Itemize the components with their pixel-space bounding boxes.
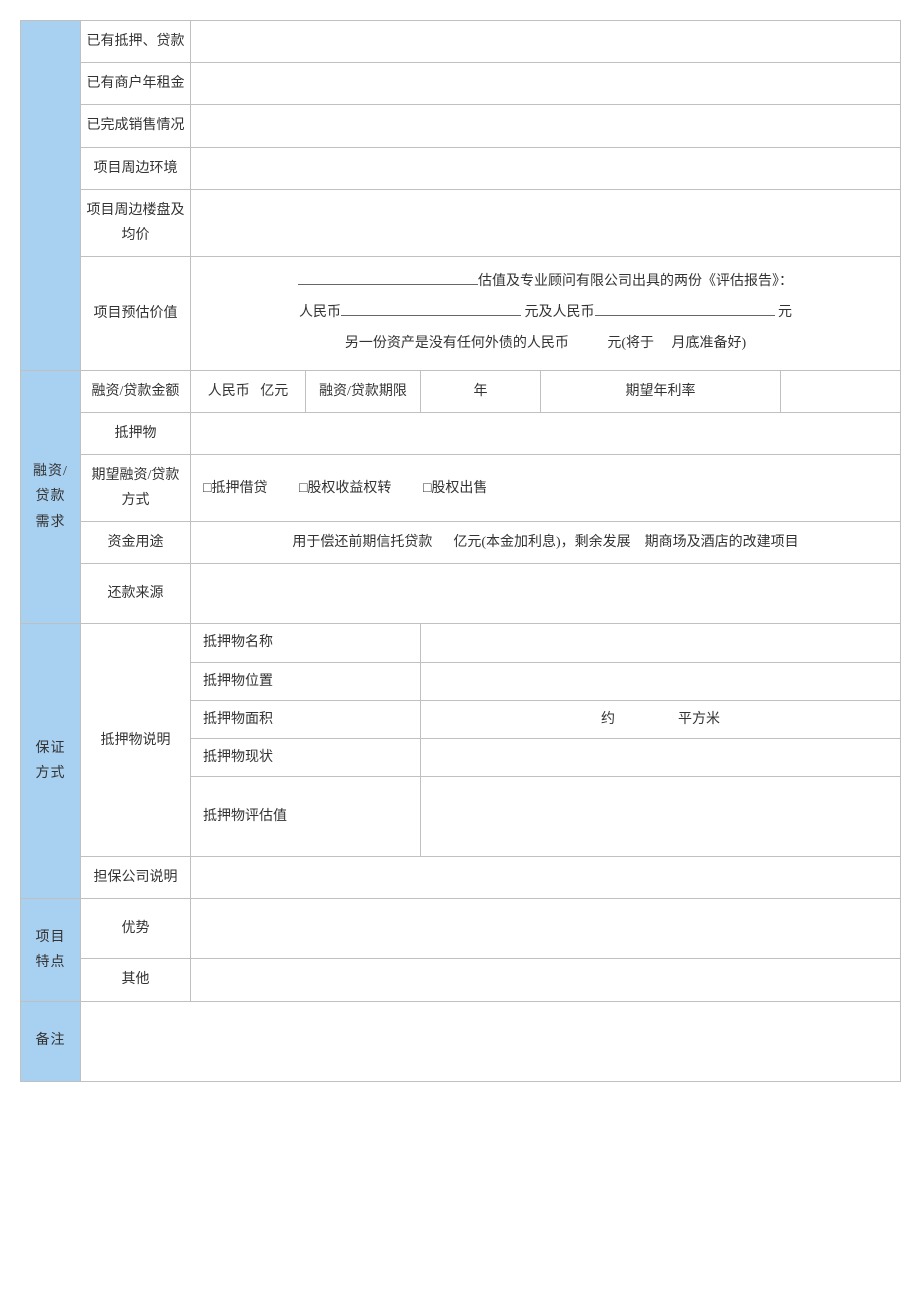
row-collateral-desc: 抵押物说明	[81, 624, 191, 857]
cell-fin-rate-label: 期望年利率	[541, 370, 781, 412]
remarks-header: 备注	[21, 1001, 81, 1081]
method-opt1[interactable]: □抵押借贷	[203, 479, 267, 495]
method-opt2[interactable]: □股权收益权转	[299, 479, 391, 495]
fin-rmb: 人民币	[208, 384, 250, 399]
row-guarantor: 担保公司说明	[81, 857, 191, 899]
section1-header	[21, 21, 81, 371]
row-advantage: 优势	[81, 899, 191, 959]
row-fin-method: 期望融资/贷款方式	[81, 454, 191, 521]
cell-coll-value-val	[421, 777, 901, 857]
cell-fin-amount-rmb: 人民币 亿元	[191, 370, 306, 412]
est-val-l3b: 元(将于	[607, 336, 654, 351]
cell-remarks	[81, 1001, 901, 1081]
cell-coll-area-val: 约 平方米	[421, 700, 901, 738]
est-val-yuan: 元	[778, 305, 792, 320]
form-table: 已有抵押、贷款 已有商户年租金 已完成销售情况 项目周边环境 项目周边楼盘及均价…	[20, 20, 901, 1082]
cell-coll-name-label: 抵押物名称	[191, 624, 421, 662]
coll-area-about: 约	[601, 712, 615, 727]
cell-coll-loc-val	[421, 662, 901, 700]
cell-coll-loc-label: 抵押物位置	[191, 662, 421, 700]
features-header: 项目特点	[21, 899, 81, 1001]
row-fin-amount: 融资/贷款金额	[81, 370, 191, 412]
row-fin-collateral: 抵押物	[81, 412, 191, 454]
method-opt3[interactable]: □股权出售	[423, 479, 487, 495]
est-val-l3a: 另一份资产是没有任何外债的人民币	[345, 336, 569, 351]
guarantee-header: 保证方式	[21, 624, 81, 899]
cell-fin-rate-val	[781, 370, 901, 412]
fin-unit: 亿元	[260, 384, 288, 399]
cell-coll-value-label: 抵押物评估值	[191, 777, 421, 857]
est-val-rmb1: 人民币	[299, 305, 341, 320]
usage-a: 用于偿还前期信托贷款	[292, 535, 432, 550]
cell-est-value: 估值及专业顾问有限公司出具的两份《评估报告》： 人民币 元及人民币 元 另一份资…	[191, 257, 901, 370]
usage-b: 亿元(本金加利息)，剩余发展	[453, 535, 630, 550]
cell-fin-period-val: 年	[421, 370, 541, 412]
cell-coll-status-label: 抵押物现状	[191, 739, 421, 777]
cell-coll-name-val	[421, 624, 901, 662]
financing-header: 融资/贷款需求	[21, 370, 81, 624]
row-other: 其他	[81, 959, 191, 1001]
cell-coll-status-val	[421, 739, 901, 777]
cell-nearby-buildings	[191, 189, 901, 256]
coll-area-unit: 平方米	[678, 712, 720, 727]
cell-advantage	[191, 899, 901, 959]
est-val-and: 元及人民币	[525, 305, 595, 320]
cell-coll-area-label: 抵押物面积	[191, 700, 421, 738]
cell-fin-method: □抵押借贷 □股权收益权转 □股权出售	[191, 454, 901, 521]
cell-fin-collateral	[191, 412, 901, 454]
cell-surroundings	[191, 147, 901, 189]
row-fin-repay: 还款来源	[81, 564, 191, 624]
cell-sales-status	[191, 105, 901, 147]
cell-other	[191, 959, 901, 1001]
cell-fin-usage: 用于偿还前期信托贷款 亿元(本金加利息)，剩余发展 期商场及酒店的改建项目	[191, 522, 901, 564]
usage-c: 期商场及酒店的改建项目	[645, 535, 799, 550]
row-tenant-rent: 已有商户年租金	[81, 63, 191, 105]
row-est-value: 项目预估价值	[81, 257, 191, 370]
est-val-l3c: 月底准备好)	[672, 336, 747, 351]
row-mortgage-loan: 已有抵押、贷款	[81, 21, 191, 63]
cell-guarantor	[191, 857, 901, 899]
est-val-l1: 估值及专业顾问有限公司出具的两份《评估报告》：	[478, 274, 793, 289]
cell-mortgage-loan	[191, 21, 901, 63]
cell-fin-period-label: 融资/贷款期限	[306, 370, 421, 412]
row-fin-usage: 资金用途	[81, 522, 191, 564]
cell-tenant-rent	[191, 63, 901, 105]
cell-fin-repay	[191, 564, 901, 624]
row-surroundings: 项目周边环境	[81, 147, 191, 189]
row-nearby-buildings: 项目周边楼盘及均价	[81, 189, 191, 256]
row-sales-status: 已完成销售情况	[81, 105, 191, 147]
